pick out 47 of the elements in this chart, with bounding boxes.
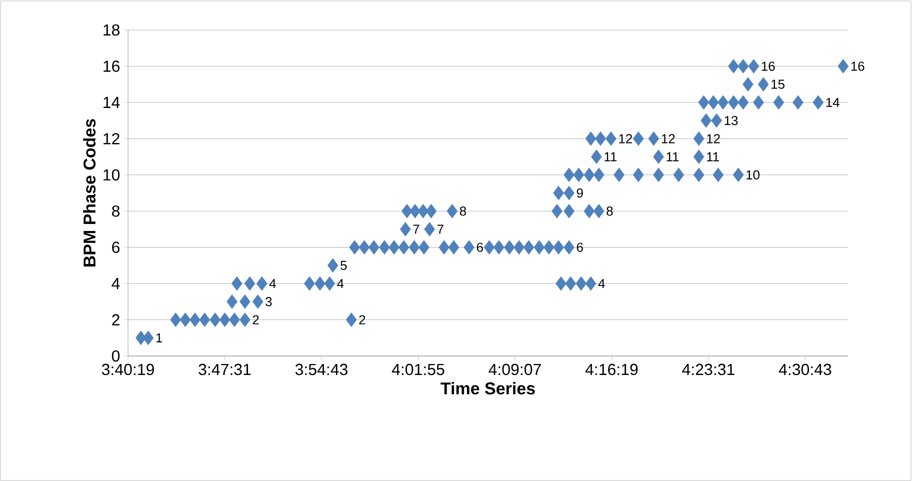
data-label: 14 [826, 98, 840, 107]
x-tick-label: 3:40:19 [102, 364, 154, 376]
data-label: 15 [772, 80, 784, 89]
data-label: 3 [266, 297, 272, 306]
data-label: 7 [413, 224, 420, 234]
data-label: 11 [707, 152, 719, 162]
data-label: 2 [359, 315, 366, 324]
data-label: 6 [476, 242, 483, 252]
x-tick-label: 4:16:19 [585, 364, 638, 376]
y-tick-label: 10 [104, 169, 120, 181]
data-label: 8 [606, 206, 613, 216]
y-tick-label: 4 [112, 278, 120, 290]
x-axis-title: Time Series [440, 382, 535, 394]
data-label: 12 [662, 134, 675, 144]
y-tick-label: 12 [104, 133, 120, 144]
x-tick-label: 4:30:43 [778, 364, 832, 376]
data-label: 16 [851, 62, 864, 71]
x-tick-label: 3:47:31 [198, 364, 251, 376]
y-axis-title: BPM Phase Codes [83, 119, 96, 266]
data-label: 6 [576, 242, 583, 252]
x-tick-label: 4:01:55 [392, 364, 444, 376]
data-label: 4 [598, 279, 605, 288]
data-label: 10 [746, 170, 760, 180]
data-label: 1 [156, 333, 162, 342]
data-label: 4 [337, 279, 344, 288]
y-tick-label: 14 [104, 96, 120, 108]
data-label: 16 [762, 62, 775, 71]
data-label: 12 [619, 134, 632, 144]
x-tick-label: 3:54:43 [295, 364, 348, 376]
data-label: 8 [460, 206, 466, 216]
y-tick-label: 18 [104, 24, 120, 36]
y-tick-label: 6 [112, 242, 120, 253]
data-label: 11 [666, 152, 679, 162]
data-label: 13 [724, 116, 738, 126]
data-label: 7 [437, 224, 444, 234]
x-tick-label: 4:23:31 [682, 364, 734, 376]
y-tick-label: 16 [104, 60, 120, 72]
data-label: 11 [604, 152, 617, 162]
data-label: 12 [707, 134, 720, 144]
y-tick-label: 2 [112, 314, 120, 326]
y-tick-label: 0 [112, 350, 120, 362]
y-tick-label: 8 [112, 205, 120, 217]
data-label: 2 [252, 315, 259, 324]
data-label: 9 [576, 188, 583, 198]
data-label: 4 [269, 279, 276, 288]
x-tick-label: 4:09:07 [488, 364, 541, 376]
data-label: 5 [340, 260, 347, 270]
